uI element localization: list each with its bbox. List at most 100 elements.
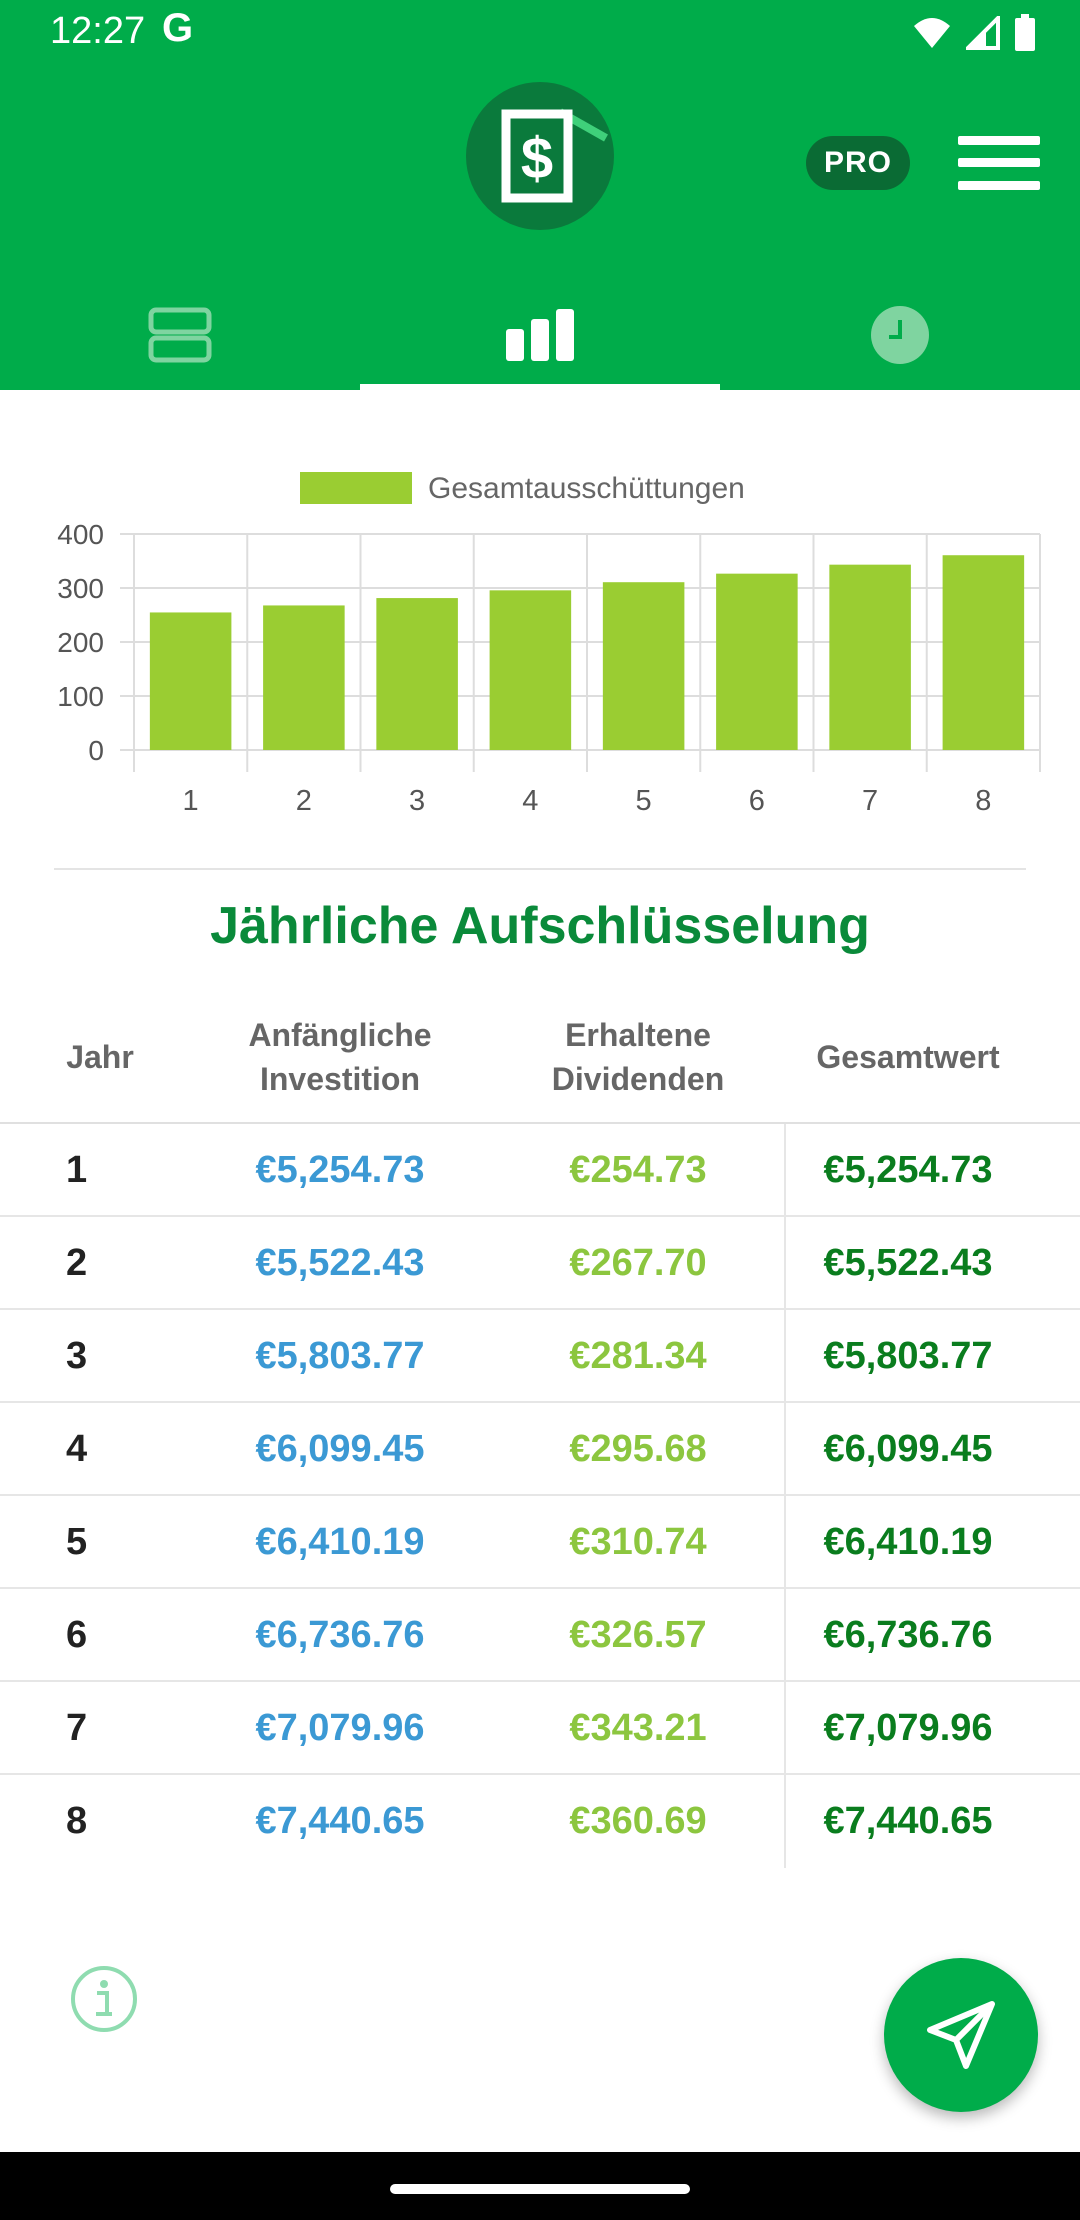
table-row: 6 €6,736.76 €326.57 €6,736.76 [0, 1589, 1080, 1682]
cell-initial-investment: €7,440.65 [255, 1800, 425, 1842]
x-tick-label: 6 [749, 785, 765, 817]
x-tick-label: 7 [862, 785, 878, 817]
cell-total-value: €5,522.43 [823, 1242, 993, 1284]
cell-year: 1 [66, 1149, 88, 1191]
table-row: 2 €5,522.43 €267.70 €5,522.43 [0, 1217, 1080, 1310]
tab-chart[interactable] [360, 280, 720, 390]
y-tick-label: 200 [57, 627, 104, 658]
chart-bar [376, 598, 458, 750]
column-divider [784, 1589, 786, 1682]
cell-dividends: €326.57 [569, 1614, 707, 1656]
legend-label: Gesamtausschüttungen [428, 472, 745, 505]
cell-year: 6 [66, 1614, 88, 1656]
x-tick-label: 1 [183, 785, 199, 817]
battery-icon [1015, 14, 1035, 51]
cell-initial-investment: €7,079.96 [255, 1707, 425, 1749]
col-header-dividends: Erhaltene Dividenden [551, 1017, 725, 1097]
app-bar: 12:27 G $ PRO [0, 0, 1080, 390]
col-header-year: Jahr [66, 1039, 134, 1075]
chart-bar [489, 590, 572, 750]
cell-year: 7 [66, 1707, 88, 1749]
chart-bar [942, 555, 1025, 750]
cell-dividends: €254.73 [569, 1149, 707, 1191]
cell-total-value: €7,079.96 [823, 1707, 993, 1749]
cell-total-value: €7,440.65 [823, 1800, 993, 1842]
active-tab-indicator [360, 384, 720, 390]
bar-chart: Gesamtausschüttungen 0 100 200 300 400 1 2 3 4 5 6 7… [57, 472, 1041, 817]
table-row: 8 €7,440.65 €360.69 €7,440.65 [0, 1775, 1080, 1868]
x-tick-label: 8 [975, 785, 991, 817]
col-header-total: Gesamtwert [816, 1039, 1000, 1075]
column-divider [784, 1310, 786, 1403]
column-divider [784, 1682, 786, 1775]
dividends-chart: Gesamtausschüttungen 0 100 200 300 400 1 2 3 4 5 6 7… [30, 450, 1060, 830]
pro-badge[interactable]: PRO [806, 136, 910, 190]
y-tick-label: 0 [88, 735, 104, 766]
cell-year: 3 [66, 1335, 88, 1377]
cell-year: 5 [66, 1521, 88, 1563]
cell-dividends: €360.69 [569, 1800, 707, 1842]
hamburger-menu-icon[interactable] [958, 136, 1040, 190]
cell-initial-investment: €6,410.19 [255, 1521, 425, 1563]
column-divider [784, 1496, 786, 1589]
column-divider [784, 1403, 786, 1496]
table-row: 4 €6,099.45 €295.68 €6,099.45 [0, 1403, 1080, 1496]
tab-bar [0, 280, 1080, 390]
send-icon [927, 2001, 995, 2069]
list-view-icon [148, 307, 212, 363]
table-row: 5 €6,410.19 €310.74 €6,410.19 [0, 1496, 1080, 1589]
cell-dividends: €343.21 [569, 1707, 707, 1749]
section-title: Jährliche Aufschlüsselung [210, 897, 870, 955]
chart-bar [829, 564, 911, 750]
tab-history[interactable] [720, 280, 1080, 390]
table-header: Jahr Anfängliche Investition Erhaltene D… [0, 990, 1080, 1124]
cell-year: 4 [66, 1428, 88, 1470]
cell-dividends: €310.74 [569, 1521, 707, 1563]
cell-total-value: €6,736.76 [823, 1614, 993, 1656]
table-row: 3 €5,803.77 €281.34 €5,803.77 [0, 1310, 1080, 1403]
home-gesture-pill[interactable] [390, 2184, 690, 2194]
cell-total-value: €5,803.77 [823, 1335, 993, 1377]
x-tick-label: 4 [522, 785, 538, 817]
section-divider [54, 868, 1026, 870]
signal-icon [966, 16, 1000, 50]
cell-initial-investment: €6,099.45 [255, 1428, 425, 1470]
cell-total-value: €6,410.19 [823, 1521, 993, 1563]
table-body: 1 €5,254.73 €254.73 €5,254.73 2 €5,522.43 €267… [0, 1124, 1080, 1868]
bar-chart-icon [506, 309, 574, 361]
legend-swatch [300, 472, 412, 504]
chart-bar [263, 605, 345, 750]
cell-initial-investment: €6,736.76 [255, 1614, 425, 1656]
column-divider [784, 1217, 786, 1310]
y-tick-label: 300 [57, 573, 104, 604]
cell-dividends: €281.34 [569, 1335, 707, 1377]
google-icon: G [162, 6, 194, 50]
x-tick-label: 2 [296, 785, 312, 817]
tab-list-view[interactable] [0, 280, 360, 390]
clock-icon [871, 306, 929, 364]
column-divider [784, 1124, 786, 1217]
y-tick-label: 400 [57, 519, 104, 550]
table-row: 1 €5,254.73 €254.73 €5,254.73 [0, 1124, 1080, 1217]
x-tick-label: 5 [636, 785, 652, 817]
info-icon[interactable] [70, 1965, 138, 2033]
status-bar: 12:27 G [0, 0, 1080, 66]
cell-year: 8 [66, 1800, 88, 1842]
status-time: 12:27 [50, 10, 146, 52]
cell-initial-investment: €5,522.43 [255, 1242, 425, 1284]
cell-year: 2 [66, 1242, 88, 1284]
col-header-initial: Anfängliche Investition [248, 1017, 432, 1097]
cell-dividends: €267.70 [569, 1242, 707, 1284]
cell-dividends: €295.68 [569, 1428, 707, 1470]
cell-total-value: €6,099.45 [823, 1428, 993, 1470]
status-icons [912, 14, 1036, 52]
chart-bar [149, 612, 232, 750]
table-row: 7 €7,079.96 €343.21 €7,079.96 [0, 1682, 1080, 1775]
x-tick-label: 3 [409, 785, 425, 817]
chart-bar [716, 573, 798, 750]
send-button[interactable] [884, 1958, 1038, 2112]
y-tick-label: 100 [57, 681, 104, 712]
chart-bar [602, 582, 685, 750]
breakdown-table: Jahr Anfängliche Investition Erhaltene D… [0, 990, 1080, 1868]
cell-initial-investment: €5,803.77 [255, 1335, 425, 1377]
